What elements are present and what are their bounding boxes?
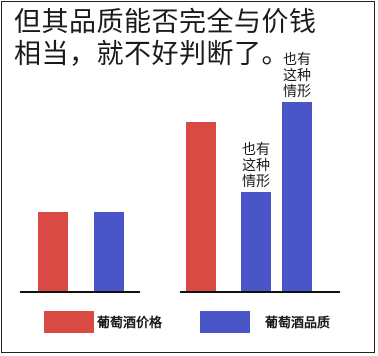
legend-swatch-1 — [44, 311, 94, 333]
chart-title-line-1: 但其品质能否完全与价钱 — [14, 7, 317, 38]
legend-label-2: 葡萄酒品质 — [264, 315, 330, 331]
bar-annotation-2-2-2: 这种 — [242, 157, 270, 174]
bar-annotation-2-3-3: 情形 — [283, 84, 311, 100]
chart-title-line-2: 相当，就不好判断了。 — [14, 39, 289, 70]
bar-2-2 — [241, 192, 271, 292]
bar-annotation-2-3-2: 这种 — [283, 67, 311, 84]
legend-swatch-2 — [200, 311, 250, 333]
bar-2-1 — [186, 122, 216, 292]
bar-1-1 — [38, 212, 68, 292]
bar-annotation-2-3-1: 也有 — [283, 52, 311, 68]
bar-annotation-2-2-3: 情形 — [242, 174, 270, 190]
legend-label-1: 葡萄酒价格 — [96, 315, 163, 331]
bar-2-3 — [282, 102, 312, 292]
bar-1-2 — [94, 212, 124, 292]
bar-annotation-2-2-1: 也有 — [242, 142, 270, 158]
